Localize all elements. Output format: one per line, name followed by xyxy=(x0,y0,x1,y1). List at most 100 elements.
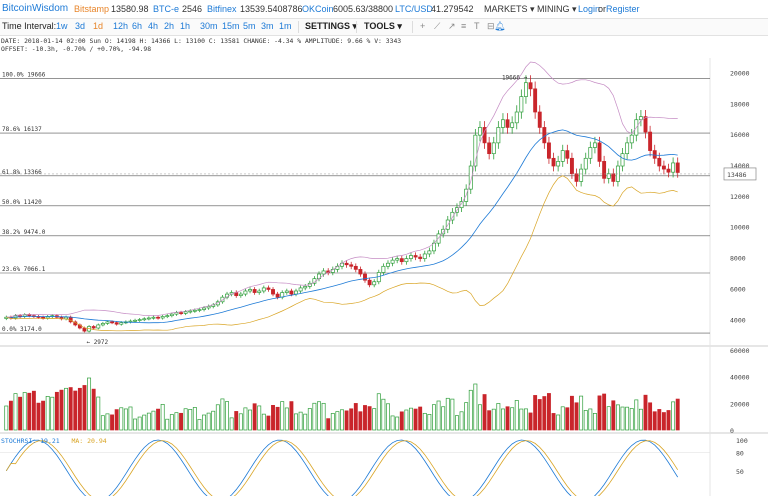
fib-label: 0.0% 3174.0 xyxy=(2,326,42,333)
volume-tick-label: 0 xyxy=(730,427,734,435)
volume-bar xyxy=(551,413,556,431)
text-tool-icon[interactable]: T xyxy=(474,21,480,31)
exchange-bitfinex[interactable]: Bitfinex xyxy=(207,4,237,14)
volume-bar xyxy=(386,403,390,431)
volume-bar xyxy=(491,408,496,431)
candle-body xyxy=(579,168,584,182)
candle-body xyxy=(367,279,372,286)
volume-bar xyxy=(661,412,666,431)
volume-bar xyxy=(317,401,321,431)
volume-bar xyxy=(487,410,492,431)
volume-bar xyxy=(206,412,211,431)
interval-1h[interactable]: 1h xyxy=(180,21,191,31)
bollinger-upper-line xyxy=(6,61,678,318)
mining-label: MINING xyxy=(537,4,570,14)
price-tick-label: 12000 xyxy=(730,193,750,201)
volume-bar xyxy=(156,408,161,431)
interval-2h[interactable]: 2h xyxy=(164,21,175,31)
ray-tool-icon[interactable]: ↗ xyxy=(448,21,456,31)
volume-bar xyxy=(50,396,55,431)
volume-bar xyxy=(137,416,142,431)
exchange-okcoin[interactable]: OKCoin xyxy=(302,4,334,14)
candle-body xyxy=(560,150,565,162)
candle-body xyxy=(468,165,473,190)
candle-body xyxy=(487,142,492,155)
price-tick-label: 14000 xyxy=(730,162,750,170)
time-interval-label: Time Interval: xyxy=(2,21,57,31)
volume-bar xyxy=(574,402,579,431)
fib-label: 100.0% 19666 xyxy=(2,72,46,79)
interval-3d[interactable]: 3d xyxy=(75,21,86,31)
volume-bar xyxy=(418,406,423,431)
tools-menu[interactable]: TOOLS ▾ xyxy=(364,21,402,31)
exchange-ltcusd[interactable]: LTC/USD xyxy=(395,4,433,14)
volume-bar xyxy=(390,415,395,431)
volume-bar xyxy=(340,409,344,431)
volume-bar xyxy=(220,398,225,431)
price-tick-label: 20000 xyxy=(730,69,750,77)
volume-bar xyxy=(478,404,482,431)
settings-menu[interactable]: SETTINGS ▾ xyxy=(305,21,358,31)
settings-label: SETTINGS xyxy=(305,21,351,31)
fib-label: 50.0% 11420 xyxy=(2,199,42,206)
volume-bar xyxy=(652,411,657,431)
candle-body xyxy=(82,327,87,332)
candle-body xyxy=(450,211,455,221)
candle-body xyxy=(165,315,170,318)
fib-label: 61.8% 13366 xyxy=(2,169,42,176)
interval-12h[interactable]: 12h xyxy=(113,21,129,31)
candle-body xyxy=(565,150,570,159)
interval-1m[interactable]: 1m xyxy=(279,21,292,31)
volume-bar xyxy=(183,408,188,431)
fibonacci-tool-icon[interactable]: ≡ xyxy=(461,21,467,31)
candle-body xyxy=(133,319,138,322)
exchange-bitstamp[interactable]: Bitstamp xyxy=(74,4,110,14)
line-tool-icon[interactable]: ⟋ xyxy=(434,21,441,31)
volume-bar xyxy=(119,407,124,431)
volume-tick-label: 20000 xyxy=(730,400,750,408)
mining-menu[interactable]: MINING ▾ xyxy=(537,4,577,14)
interval-30m[interactable]: 30m xyxy=(200,21,218,31)
volume-bar xyxy=(427,414,432,431)
volume-bar xyxy=(8,400,13,431)
interval-6h[interactable]: 6h xyxy=(132,21,143,31)
trash-icon[interactable]: ⊟ xyxy=(487,21,495,31)
interval-15m[interactable]: 15m xyxy=(222,21,240,31)
candle-body xyxy=(151,316,156,319)
candle-body xyxy=(156,316,161,319)
candle-body xyxy=(146,317,151,320)
volume-bar xyxy=(225,401,229,431)
interval-1w[interactable]: 1w xyxy=(56,21,68,31)
candle-body xyxy=(556,161,561,167)
candle-body xyxy=(606,173,611,179)
stoch-tick-label: 50 xyxy=(736,468,744,476)
bell-icon[interactable]: 🔔︎ xyxy=(494,21,506,31)
toolbar-divider xyxy=(298,21,299,33)
login-link[interactable]: Login xyxy=(578,4,601,14)
exchange-okcoin-price: 6005.63/38800 xyxy=(333,4,394,14)
candle-body xyxy=(289,290,294,295)
register-link[interactable]: Register xyxy=(606,4,640,14)
volume-bar xyxy=(229,417,234,431)
interval-3m[interactable]: 3m xyxy=(261,21,274,31)
interval-5m[interactable]: 5m xyxy=(243,21,256,31)
volume-bar xyxy=(4,405,9,431)
candle-body xyxy=(363,273,367,281)
toolbar-divider xyxy=(412,21,413,33)
volume-bar xyxy=(151,410,156,431)
logo[interactable]: BitcoinWisdom xyxy=(2,3,69,14)
markets-menu[interactable]: MARKETS ▾ xyxy=(484,4,535,14)
volume-bar xyxy=(523,408,528,431)
plus-icon[interactable]: + xyxy=(420,21,426,31)
interval-1d[interactable]: 1d xyxy=(93,21,104,31)
interval-4h[interactable]: 4h xyxy=(148,21,159,31)
volume-bar xyxy=(59,389,64,431)
exchange-btce[interactable]: BTC-e xyxy=(153,4,180,14)
candle-body xyxy=(671,162,676,173)
volume-bar xyxy=(266,415,271,431)
exchange-ltcusd-price: 41.279542 xyxy=(431,4,474,14)
candle-body xyxy=(294,290,298,295)
volume-bar xyxy=(519,408,524,431)
candle-body xyxy=(496,127,501,144)
